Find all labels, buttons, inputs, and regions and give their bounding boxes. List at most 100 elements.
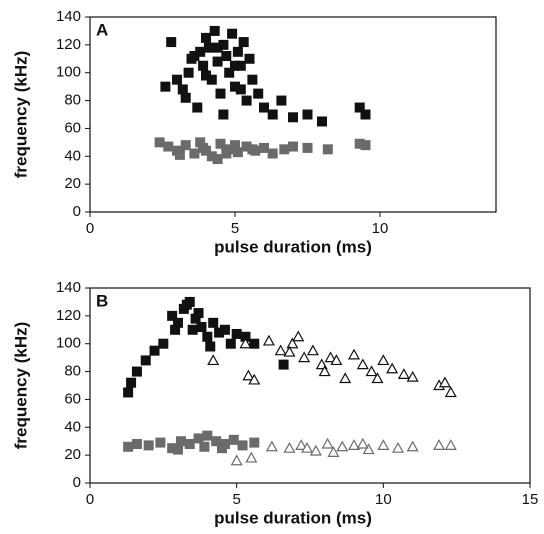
square-point: [278, 359, 289, 370]
square-point: [288, 141, 298, 152]
triangle-point: [248, 373, 261, 385]
square-point: [177, 84, 188, 95]
triangle-point: [265, 440, 278, 452]
square-point: [201, 32, 211, 43]
triangle-point: [336, 440, 349, 452]
y-tick-label: 40: [64, 418, 81, 435]
square-point: [238, 37, 249, 48]
triangle-point: [239, 337, 252, 349]
square-point: [126, 377, 137, 388]
square-point: [267, 148, 278, 159]
square-point: [302, 142, 313, 153]
triangle-point: [274, 344, 287, 356]
triangle-point: [397, 368, 410, 379]
y-tick-label: 120: [56, 307, 81, 324]
square-point: [231, 328, 242, 339]
panel-label: B: [96, 291, 108, 310]
y-tick-label: 80: [64, 363, 81, 380]
square-point: [201, 70, 211, 81]
square-point: [180, 92, 191, 103]
square-point: [192, 102, 203, 113]
triangle-point: [301, 441, 314, 453]
square-point: [221, 51, 232, 61]
plot-frame: [89, 287, 531, 484]
square-point: [221, 148, 232, 159]
square-point: [208, 317, 219, 328]
square-point: [189, 148, 200, 159]
square-point: [249, 338, 260, 349]
y-tick-label: 0: [73, 203, 81, 220]
square-point: [360, 140, 371, 151]
square-point: [241, 95, 252, 106]
square-point: [193, 433, 204, 444]
square-point: [187, 324, 198, 335]
square-point: [155, 437, 166, 448]
x-tick-label: 5: [232, 491, 240, 508]
square-point: [184, 439, 195, 449]
triangle-point: [356, 358, 369, 370]
triangle-point: [283, 441, 296, 453]
square-point: [154, 137, 165, 148]
square-point: [123, 387, 134, 398]
square-point: [195, 137, 206, 148]
square-point: [225, 338, 236, 349]
square-point: [218, 109, 229, 120]
square-point: [302, 109, 313, 120]
square-point: [322, 144, 333, 155]
y-tick-label: 140: [56, 8, 81, 25]
square-point: [184, 296, 195, 307]
panel-label: A: [96, 20, 108, 39]
square-point: [288, 112, 298, 123]
triangle-point: [438, 376, 451, 388]
triangle-point: [386, 362, 399, 374]
triangle-point: [406, 370, 419, 382]
square-point: [167, 310, 178, 321]
square-point: [276, 95, 287, 106]
plot-frame: [89, 16, 497, 213]
square-point: [163, 141, 174, 152]
square-point: [217, 443, 227, 454]
square-point: [212, 42, 223, 53]
square-point: [249, 437, 260, 448]
square-point: [172, 74, 182, 85]
triangle-point: [295, 439, 308, 450]
square-point: [228, 434, 239, 445]
square-point: [173, 444, 183, 455]
square-point: [203, 42, 214, 53]
square-point: [123, 441, 134, 452]
triangle-point: [292, 330, 305, 342]
triangle-point: [391, 441, 405, 453]
x-axis-title: pulse duration (ms): [214, 237, 372, 256]
square-point: [202, 430, 213, 441]
square-point: [354, 102, 365, 113]
square-point: [193, 308, 204, 319]
square-point: [180, 140, 191, 151]
triangle-point: [377, 439, 390, 450]
square-point: [267, 109, 278, 120]
square-point: [202, 331, 213, 342]
x-tick-label: 10: [375, 491, 392, 508]
square-point: [235, 84, 246, 95]
triangle-point: [356, 437, 369, 449]
square-point: [149, 345, 160, 356]
square-point: [175, 436, 186, 447]
square-point: [247, 74, 258, 85]
triangle-point: [245, 451, 258, 463]
x-tick-label: 10: [372, 220, 389, 237]
square-point: [198, 60, 209, 71]
triangle-point: [377, 354, 390, 366]
square-point: [170, 324, 181, 335]
triangle-point: [318, 365, 331, 377]
y-tick-label: 60: [64, 119, 81, 136]
y-tick-label: 60: [64, 390, 81, 407]
square-point: [205, 341, 216, 352]
triangle-point: [262, 334, 275, 346]
x-axis-title: pulse duration (ms): [214, 508, 372, 527]
square-point: [143, 440, 154, 451]
triangle-point: [371, 372, 384, 384]
square-point: [215, 138, 226, 149]
y-axis-title: frequency (kHz): [11, 51, 30, 179]
square-point: [244, 53, 255, 64]
